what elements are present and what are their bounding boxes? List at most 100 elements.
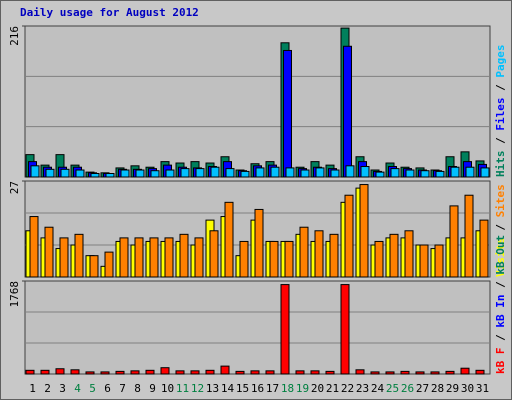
- bar: [149, 237, 159, 278]
- panel: [24, 25, 491, 178]
- bar: [164, 237, 174, 278]
- bar: [30, 165, 40, 178]
- bar: [45, 168, 55, 178]
- bar: [360, 166, 370, 178]
- bar: [194, 237, 204, 278]
- bar: [120, 169, 130, 178]
- bar: [340, 284, 350, 375]
- bar: [135, 169, 145, 178]
- x-tick-label: 22: [341, 382, 354, 395]
- y-tick-label: 27: [8, 181, 21, 194]
- legend-separator: /: [494, 328, 507, 348]
- bar: [100, 371, 110, 375]
- x-tick-label: 18: [281, 382, 294, 395]
- bar: [344, 194, 354, 278]
- legend-entry: Files: [494, 98, 507, 131]
- y-tick-label: 1768: [8, 281, 21, 308]
- x-tick-label: 19: [296, 382, 309, 395]
- legend: kB F / kB In / kB Out: [494, 235, 507, 374]
- bar: [389, 233, 399, 278]
- legend: Visits / Sites: [494, 184, 507, 277]
- bar: [160, 367, 170, 375]
- x-tick-label: 17: [266, 382, 279, 395]
- bar: [479, 219, 489, 278]
- bar: [390, 168, 400, 178]
- bar: [105, 173, 115, 178]
- bar: [480, 167, 490, 178]
- x-tick-label: 15: [236, 382, 249, 395]
- legend-entry: kB Out: [494, 235, 507, 275]
- bar: [235, 370, 245, 375]
- legend-entry: Sites: [494, 184, 507, 217]
- x-tick-label: 26: [401, 382, 414, 395]
- x-tick-label: 12: [191, 382, 204, 395]
- bar: [195, 168, 205, 178]
- bar: [209, 230, 219, 278]
- bar: [295, 370, 305, 375]
- bar: [25, 369, 35, 375]
- x-tick-label: 20: [311, 382, 324, 395]
- bar: [404, 230, 414, 278]
- x-tick-label: 11: [176, 382, 189, 395]
- bar: [475, 369, 485, 375]
- bar: [325, 370, 335, 375]
- bar: [29, 216, 39, 278]
- bar: [460, 367, 470, 375]
- bar: [74, 233, 84, 278]
- x-tick-label: 3: [59, 382, 66, 395]
- bar: [420, 170, 430, 178]
- bar: [250, 370, 260, 375]
- bar: [355, 369, 365, 375]
- bar: [254, 208, 264, 278]
- bar: [430, 371, 440, 375]
- bar: [400, 370, 410, 375]
- bar: [175, 370, 185, 375]
- bar: [450, 166, 460, 178]
- bar: [270, 166, 280, 178]
- bar: [255, 167, 265, 178]
- x-tick-label: 2: [44, 382, 51, 395]
- bar: [345, 165, 355, 178]
- bar: [55, 368, 65, 375]
- x-tick-label: 13: [206, 382, 219, 395]
- x-tick-label: 28: [431, 382, 444, 395]
- legend-entry: Hits: [494, 151, 507, 178]
- bar: [449, 205, 459, 278]
- bar: [265, 370, 275, 375]
- bar: [464, 194, 474, 278]
- bar: [280, 284, 290, 375]
- bar: [359, 184, 369, 278]
- bar: [370, 371, 380, 375]
- bar: [89, 255, 99, 278]
- bar: [315, 167, 325, 178]
- bar: [90, 173, 100, 178]
- x-tick-label: 16: [251, 382, 264, 395]
- bar: [465, 166, 475, 178]
- bar: [104, 251, 114, 278]
- y-tick-label: 216: [8, 26, 21, 46]
- bar: [419, 244, 429, 278]
- bar: [85, 371, 95, 375]
- x-tick-label: 4: [74, 382, 81, 395]
- x-tick-label: 7: [119, 382, 126, 395]
- x-tick-label: 1: [29, 382, 36, 395]
- panel: [24, 280, 491, 375]
- bar: [435, 170, 445, 178]
- bar: [375, 171, 385, 178]
- bar: [329, 233, 339, 278]
- bar: [374, 240, 384, 278]
- x-tick-label: 25: [386, 382, 399, 395]
- bar: [180, 168, 190, 178]
- bar: [115, 370, 125, 375]
- x-tick-label: 6: [104, 382, 111, 395]
- x-tick-label: 30: [461, 382, 474, 395]
- x-tick-label: 14: [221, 382, 235, 395]
- bar: [225, 168, 235, 178]
- legend-separator: /: [494, 217, 507, 237]
- bar: [145, 369, 155, 375]
- chart-title: Daily usage for August 2012: [20, 6, 199, 19]
- bar: [134, 237, 144, 278]
- x-tick-label: 21: [326, 382, 339, 395]
- bar: [283, 49, 292, 178]
